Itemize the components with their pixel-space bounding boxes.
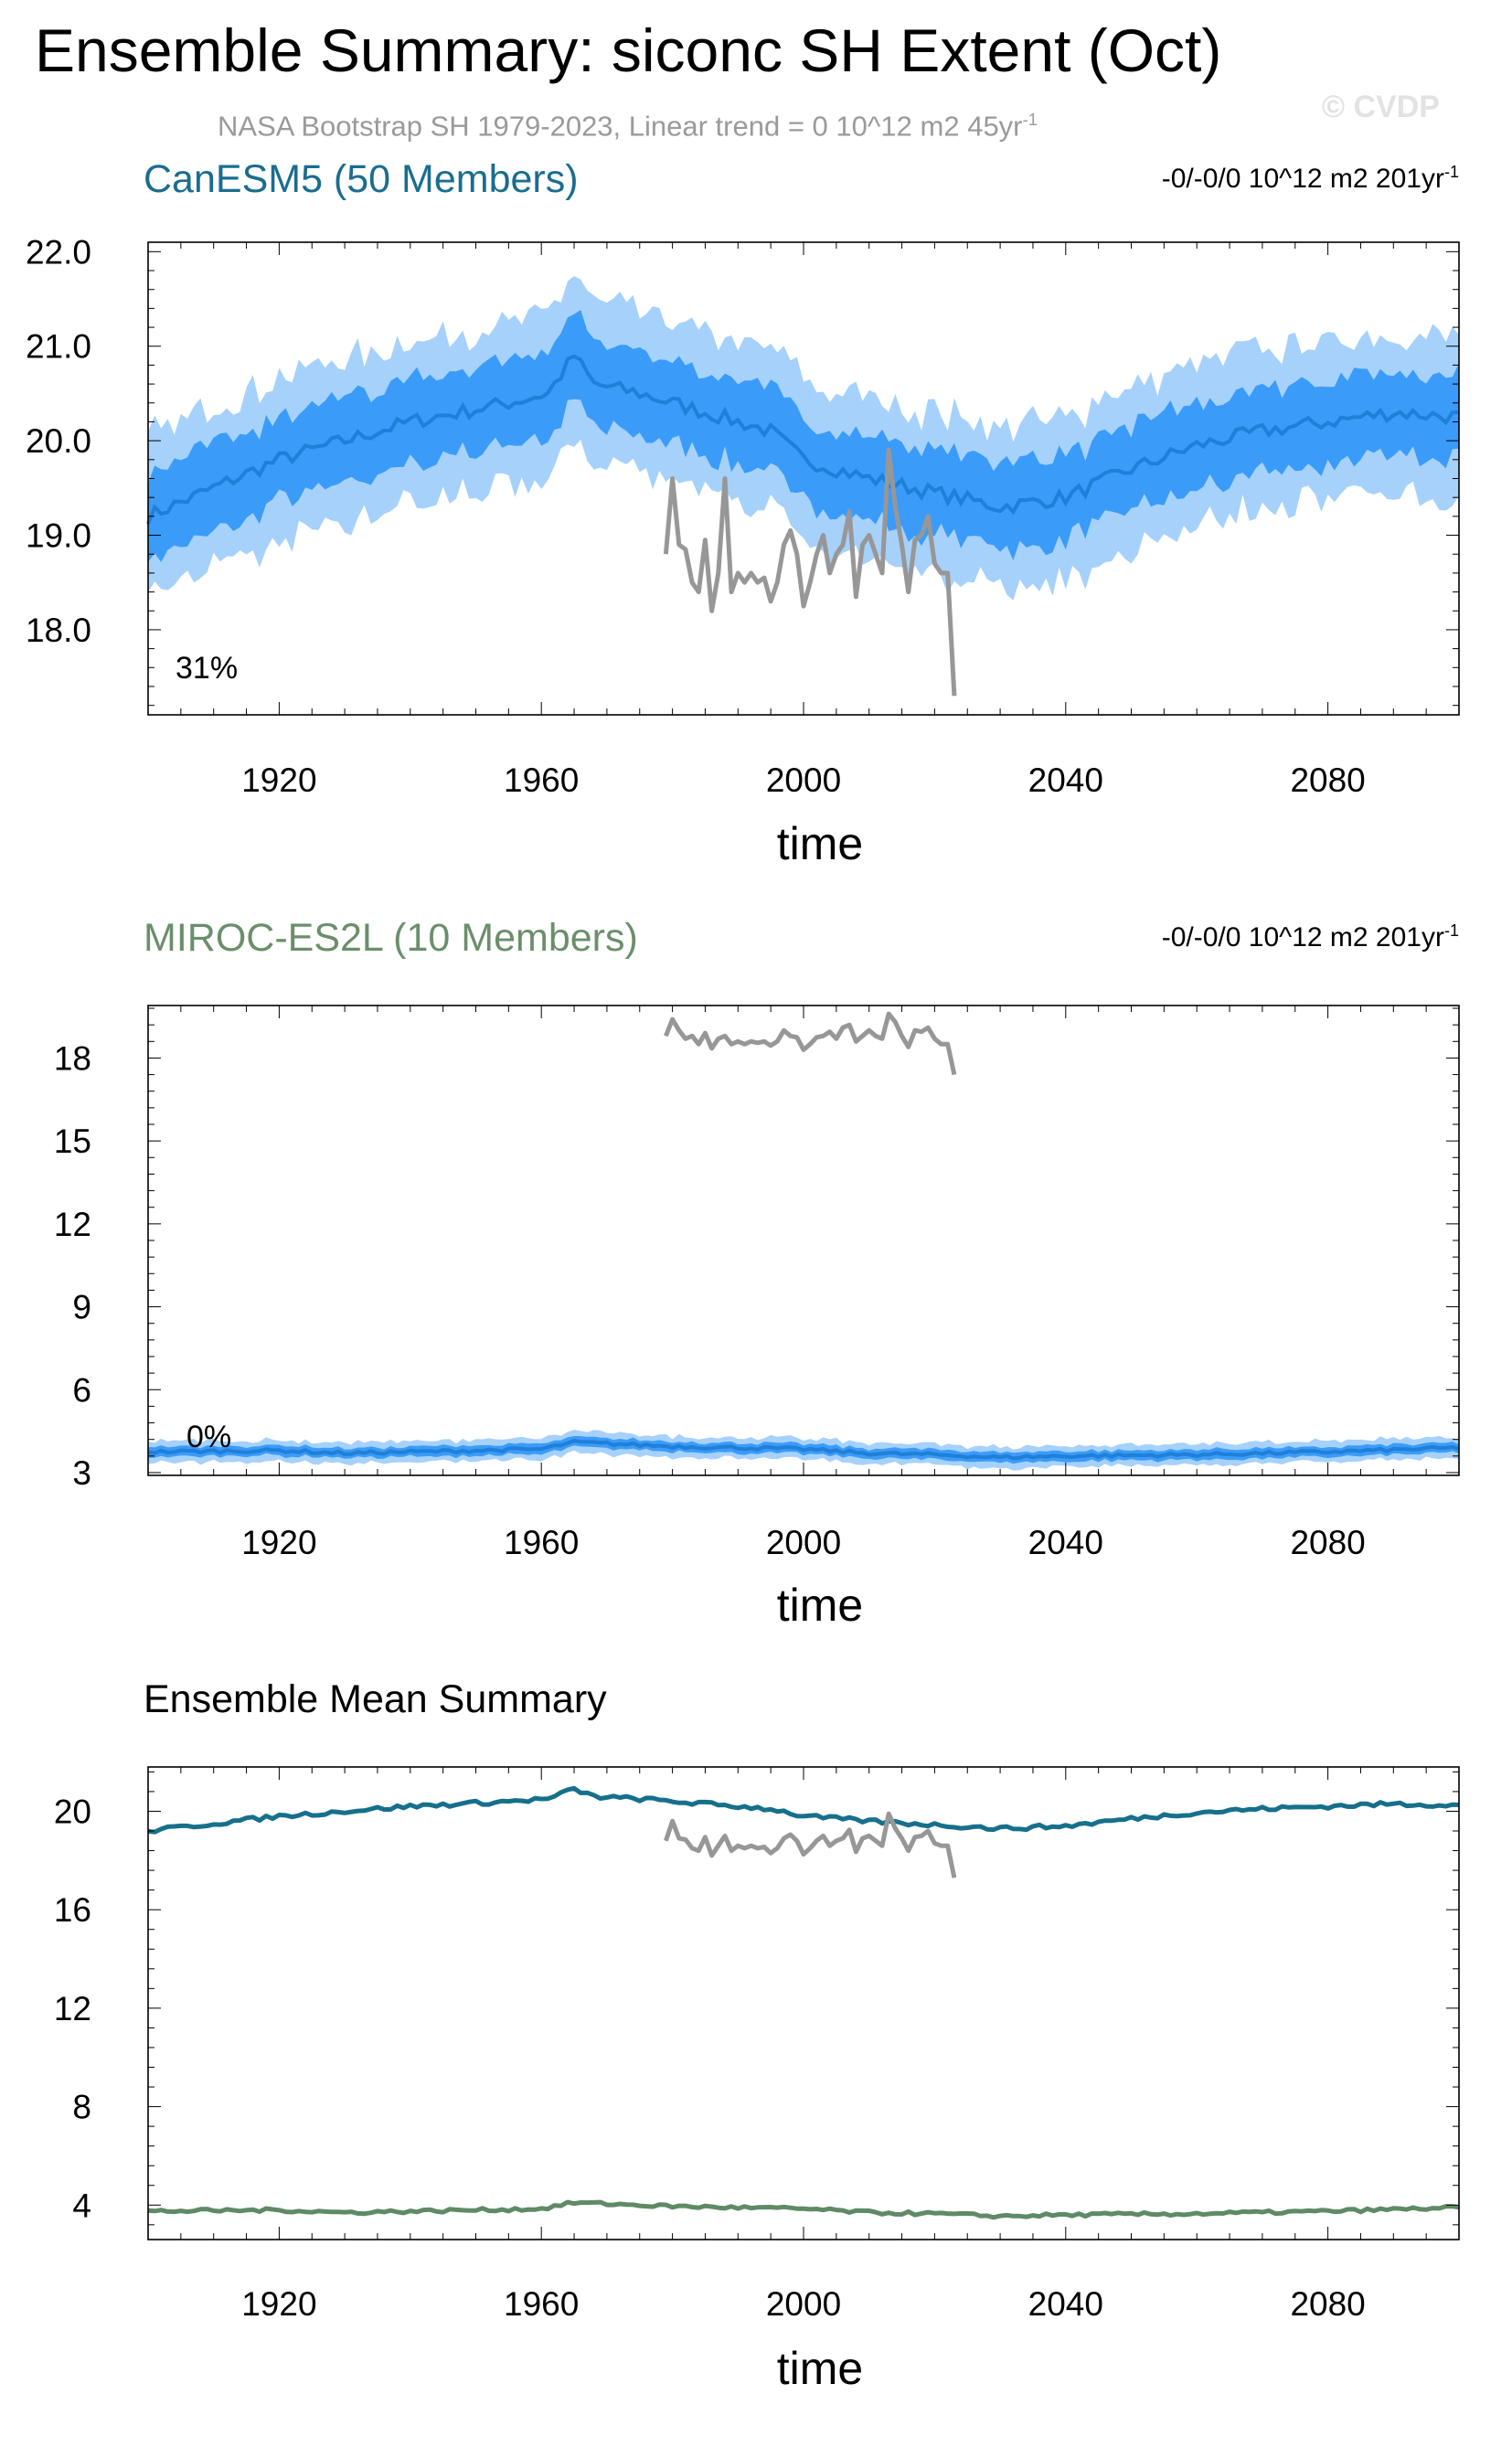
panel-1-ensemble-mean-line [146,354,1460,525]
panel-2-frame [147,1005,1460,1476]
panel-3-title: Ensemble Mean Summary [144,1677,607,1721]
panel-3-miroc-es2l-mean-line [147,2199,1460,2220]
panel-2-percent-label: 0% [186,1420,231,1454]
y-tick-label: 16 [54,1891,91,1929]
y-tick-label: 15 [54,1123,91,1160]
y-tick-label: 22.0 [26,233,91,271]
y-tick-label: 9 [72,1289,91,1326]
x-tick-label: 2080 [1290,761,1365,799]
page-title: Ensemble Summary: siconc SH Extent (Oct) [35,16,1222,84]
x-tick-label: 1960 [504,761,579,799]
panel-3-canesm5-mean-line [147,1785,1460,1835]
x-axis-title: time [777,1580,863,1631]
x-tick-label: 1960 [504,2285,579,2323]
x-tick-label: 2080 [1290,2285,1365,2323]
panel-2-axes: 1920 1960 2000 2040 2080 3 6 9 12 15 18 time [54,1006,1460,1631]
panel-3-observations-line [664,1811,957,1878]
panel-2-trend: -0/-0/0 10^12 m2 201yr-1 [910,921,1459,953]
y-tick-label: 6 [72,1371,91,1409]
panel-1-trend-sup: -1 [1443,163,1459,181]
x-tick-label: 2040 [1028,761,1103,799]
y-tick-label: 3 [72,1454,91,1492]
y-tick-label: 12 [54,1206,91,1243]
subtitle: NASA Bootstrap SH 1979-2023, Linear tren… [218,110,1038,143]
x-tick-label: 2000 [766,2285,841,2323]
x-axis-title: time [777,818,863,869]
panel-3-frame [147,1766,1460,2240]
panel-1-title: CanESM5 (50 Members) [144,157,579,201]
panel-1-percent-label: 31% [176,651,238,686]
x-tick-label: 2040 [1028,2285,1103,2323]
panel-1-observations-line [663,448,957,697]
y-tick-label: 8 [72,2089,91,2126]
panel-2-trend-text: -0/-0/0 10^12 m2 201yr [1161,922,1444,952]
x-tick-label: 2000 [766,761,841,799]
x-tick-label: 1920 [241,761,316,799]
y-tick-label: 20.0 [26,422,91,460]
watermark: © CVDP [1322,90,1440,124]
y-tick-label: 19.0 [26,517,91,555]
x-tick-label: 2040 [1028,1524,1103,1561]
y-tick-label: 21.0 [26,328,91,366]
panel-2-trend-sup: -1 [1443,921,1459,940]
subtitle-text: NASA Bootstrap SH 1979-2023, Linear tren… [218,110,1023,143]
panel-3-axes: 1920 1960 2000 2040 2080 4 8 12 16 20 time [54,1767,1460,2394]
x-tick-label: 1960 [504,1524,579,1561]
panel-1-trend-text: -0/-0/0 10^12 m2 201yr [1161,164,1444,194]
panel-2-ensemble-mean-line [147,1439,1460,1461]
panel-1-axes: 1920 1960 2000 2040 2080 18.0 19.0 20.0 21.0 22.0… [26,233,1460,869]
panel-2-observations-line [664,1011,957,1076]
x-axis-title: time [777,2343,863,2394]
panel-1-trend: -0/-0/0 10^12 m2 201yr-1 [910,163,1459,195]
y-tick-label: 4 [72,2187,91,2224]
x-tick-label: 1920 [241,1524,316,1561]
y-tick-label: 18 [54,1039,91,1077]
y-tick-label: 12 [54,1990,91,2027]
panel-2-title: MIROC-ES2L (10 Members) [144,916,638,960]
y-tick-label: 20 [54,1793,91,1830]
subtitle-superscript: -1 [1022,110,1038,129]
x-tick-label: 2000 [766,1524,841,1561]
x-tick-label: 1920 [241,2285,316,2323]
x-tick-label: 2080 [1290,1524,1365,1561]
panel-1-spread-band-inner [148,310,1459,562]
y-tick-label: 18.0 [26,612,91,649]
